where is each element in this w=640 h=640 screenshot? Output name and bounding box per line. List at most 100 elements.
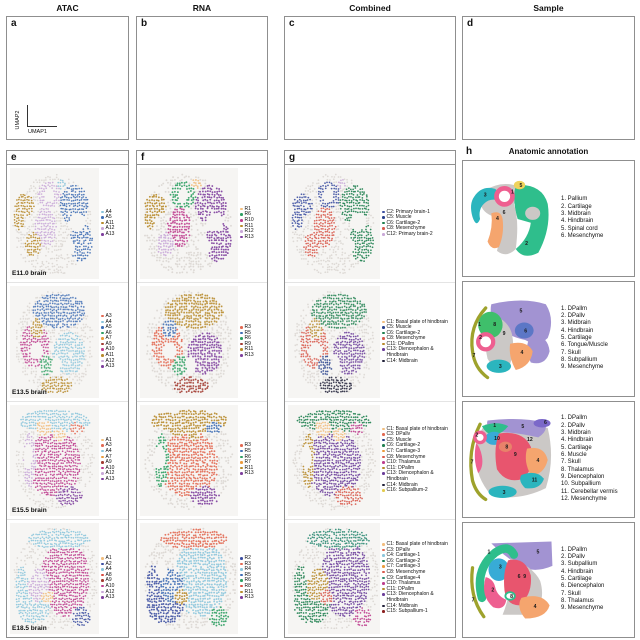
legend-label: A4 (105, 318, 112, 325)
anatomy-region-shape (488, 486, 517, 499)
legend-swatch (101, 326, 104, 329)
legend-label: C8: Mesenchyme (386, 335, 426, 342)
legend-label: A2 (105, 560, 112, 567)
anatomy-drawing: 1 10 2 98 12 5 6 4 11 3 7 (469, 419, 552, 502)
legend-swatch (101, 320, 104, 323)
annotation-list-item: 6. Diencephalon (561, 583, 605, 590)
legend-swatch (240, 337, 243, 340)
spatial-row-e11.0-brain: C2: Primary brain-1 C5: Muscle C6: Cartila… (285, 165, 455, 284)
annotation-list-item: 1. DPallm (561, 305, 588, 312)
legend-item: R13 (240, 352, 266, 359)
annotation-list-item: 8. Thalamus (561, 598, 594, 605)
legend-label: R13 (244, 233, 254, 240)
legend-label: A12 (105, 588, 115, 595)
legend-label: A4 (105, 208, 112, 215)
legend-label: R8 (244, 582, 251, 589)
legend-swatch (101, 342, 104, 346)
legend-item: A12 (101, 358, 127, 365)
panel-b-rna-umap: b (136, 16, 268, 140)
legend-label: C7: Cartilage-3 (386, 447, 421, 454)
anatomy-region-number: 6 (503, 210, 506, 216)
legend-swatch (382, 461, 385, 464)
legend-swatch (382, 337, 385, 340)
tissue-section-image (288, 404, 380, 516)
legend-swatch (240, 444, 243, 447)
legend-item: A6 (101, 329, 127, 337)
anatomy-region-shape (519, 595, 550, 619)
legend-label: A9 (105, 577, 112, 584)
legend-swatch (382, 221, 385, 225)
annotation-list-item: 6. Mesenchyme (561, 232, 604, 239)
umap1-axis-line (27, 125, 57, 127)
legend-label: C5: Muscle (386, 324, 412, 331)
anatomy-region-number: 9 (503, 331, 506, 337)
legend-item: C13: Diencephalon & Hindbrain (382, 592, 454, 603)
annotation-list-item: 1. DPallm (561, 415, 588, 422)
legend-item: C6: Cartilage-2 (382, 558, 454, 565)
tissue-section-image (288, 168, 380, 280)
panel-g-letter: g (289, 152, 296, 163)
panel-f-letter: f (141, 152, 145, 163)
legend-swatch (240, 557, 243, 560)
spatial-legend: R1 R6 R10 R11 R12 R13 (238, 165, 267, 282)
tissue-spots-canvas (288, 286, 380, 398)
annotation-list-item: 9. Diencephalon (561, 473, 605, 480)
legend-swatch (382, 210, 385, 214)
legend-label: R4 (244, 566, 251, 573)
legend-item: C1: Basal plate of hindbrain (382, 319, 454, 326)
anatomy-box-row4: 1 3 2 6 8 9 5 4 7 1. DPallm 2. DPallv 3. Subpallium… (462, 521, 635, 638)
legend-item: R3 (240, 324, 266, 331)
legend-swatch (240, 342, 243, 346)
legend-swatch (101, 568, 104, 571)
combined-umap-plot (287, 21, 383, 135)
legend-label: R13 (244, 352, 254, 359)
panel-g-combined-spatial: g C2: Primary brain-1 C5: Muscle C6: Carti… (284, 150, 456, 638)
legend-item: R12 (240, 229, 266, 235)
legend-label: C12: Primary brain-2 (386, 231, 433, 238)
anatomy-region-shape (488, 558, 510, 581)
spatial-legend: A1 A3 A4 A7 A9 A10 A12 A13 (99, 402, 128, 519)
anatomy-region-number: 3 (499, 364, 502, 370)
legend-label: R6 (244, 335, 251, 342)
legend-swatch (101, 354, 104, 357)
anatomy-region-shape (527, 335, 550, 364)
legend-label: C1: Basal plate of hindbrain (386, 425, 448, 432)
anatomy-region-number: 3 (484, 193, 487, 199)
legend-item: A10 (101, 583, 127, 590)
anatomy-region-shape (476, 331, 496, 352)
legend-label: C6: Cartilage-2 (386, 329, 421, 336)
legend-swatch (240, 461, 243, 464)
panel-c-combined-umap: c (284, 16, 456, 140)
legend-swatch (240, 230, 243, 233)
legend-item: C14: Midbrain (382, 358, 454, 365)
tissue-spots-canvas (140, 404, 238, 516)
legend-swatch (382, 216, 385, 219)
legend-item: C11: DPallm (382, 586, 454, 593)
legend-label: A11 (105, 352, 115, 359)
legend-item: C10: Thalamus (382, 581, 454, 587)
anatomy-region-number: 8 (505, 445, 508, 451)
anatomy-region-number: 7 (471, 460, 474, 466)
legend-label: C13: Diencephalon & Hindbrain (386, 591, 434, 603)
spatial-row-e15.5-brain: C1: Basal plate of hindbrain C3: DPallv C5… (285, 402, 455, 520)
legend-item: R7 (240, 460, 266, 466)
annotation-list-item: 5. Cartilage (561, 335, 592, 342)
legend-item: R5 (240, 330, 266, 337)
legend-item: R6 (240, 454, 266, 461)
tissue-section-image: E13.5 brain (10, 286, 99, 398)
anatomy-region-shape (474, 443, 483, 474)
anatomy-region-number: 9 (514, 452, 517, 458)
spatial-row-e18.5-brain: R2 R3 R4 R5 R6 R8 R11 R13 (137, 520, 267, 637)
atac-umap-plot (9, 21, 97, 133)
legend-swatch (101, 438, 104, 442)
anatomy-region-shape (471, 188, 499, 224)
annotation-list-item: 4. Hindbrain (561, 327, 594, 334)
legend-label: A6 (105, 329, 112, 336)
legend-label: A5 (105, 214, 112, 221)
legend-item: A9 (101, 578, 127, 584)
annotation-list-item: 6. Tongue/Muscle (561, 342, 608, 349)
legend-swatch (382, 483, 385, 486)
tissue-spots-canvas (140, 286, 238, 398)
legend-item: C1: Basal plate of hindbrain (382, 541, 454, 548)
